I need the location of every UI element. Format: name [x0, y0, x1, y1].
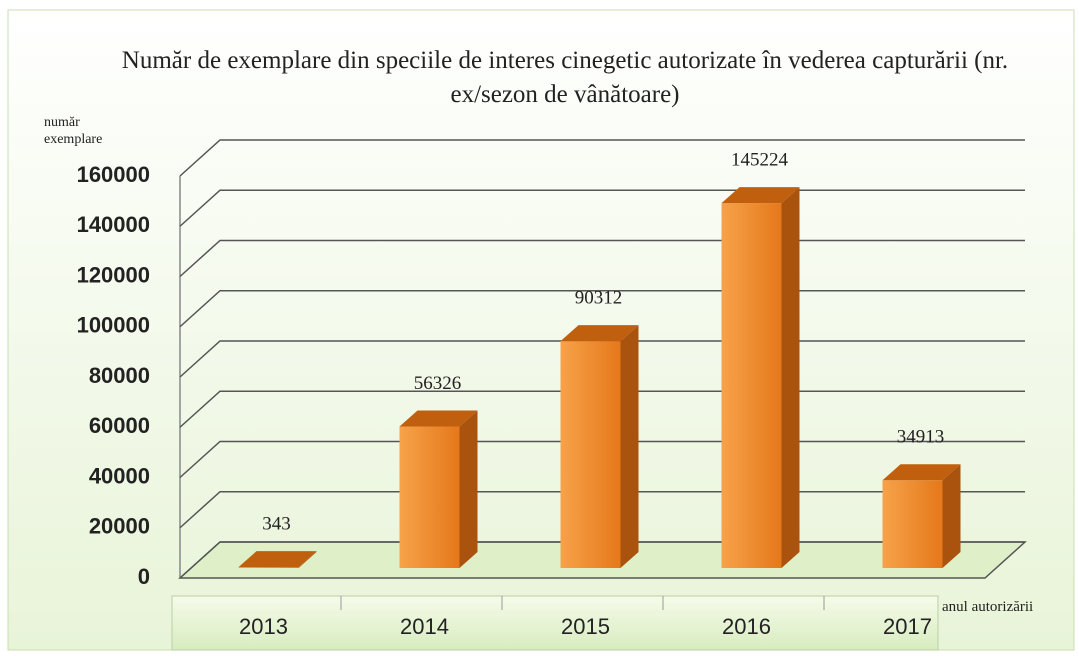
bar-side	[942, 464, 961, 568]
bar-front	[882, 480, 943, 568]
bar-front	[238, 567, 299, 568]
y-tick-label: 120000	[77, 262, 150, 287]
value-label: 145224	[731, 149, 789, 170]
bar	[560, 325, 639, 568]
bar-top	[721, 187, 800, 204]
x-axis-label: anul autorizării	[942, 599, 1034, 615]
value-label: 90312	[575, 287, 623, 308]
bar	[721, 187, 800, 568]
bar-side	[298, 551, 317, 568]
bar-top	[238, 551, 317, 568]
x-tick-label: 2014	[400, 614, 449, 639]
y-tick-label: 80000	[89, 363, 150, 388]
value-label: 343	[262, 513, 291, 534]
x-tick-label: 2013	[239, 614, 288, 639]
y-tick-label: 160000	[77, 162, 150, 187]
y-tick-label: 100000	[77, 313, 150, 338]
grid-line	[179, 139, 1025, 177]
bar-top	[560, 325, 639, 342]
bar-front	[721, 203, 782, 568]
chart-title: Număr de exemplare din speciile de inter…	[121, 47, 1009, 108]
bar-side	[620, 325, 639, 568]
y-axis-label: număr exemplare	[44, 115, 103, 147]
y-tick-label: 60000	[89, 413, 150, 438]
x-tick-label: 2016	[722, 614, 771, 639]
y-tick-label: 20000	[89, 514, 150, 539]
bar-top	[882, 464, 961, 481]
bar-top	[399, 410, 478, 427]
bar	[399, 410, 478, 568]
y-tick-label: 140000	[77, 212, 150, 237]
bar-side	[459, 410, 478, 568]
y-tick-label: 0	[138, 564, 150, 589]
bar-front	[399, 426, 460, 568]
x-tick-label: 2015	[561, 614, 610, 639]
bar-side	[781, 187, 800, 568]
value-label: 34913	[897, 427, 945, 448]
y-tick-label: 40000	[89, 463, 150, 488]
bar	[238, 551, 317, 568]
x-tick-label: 2017	[883, 614, 932, 639]
category-band	[171, 595, 939, 651]
bar	[882, 464, 961, 568]
value-label: 56326	[414, 373, 462, 394]
bar-front	[560, 341, 621, 568]
